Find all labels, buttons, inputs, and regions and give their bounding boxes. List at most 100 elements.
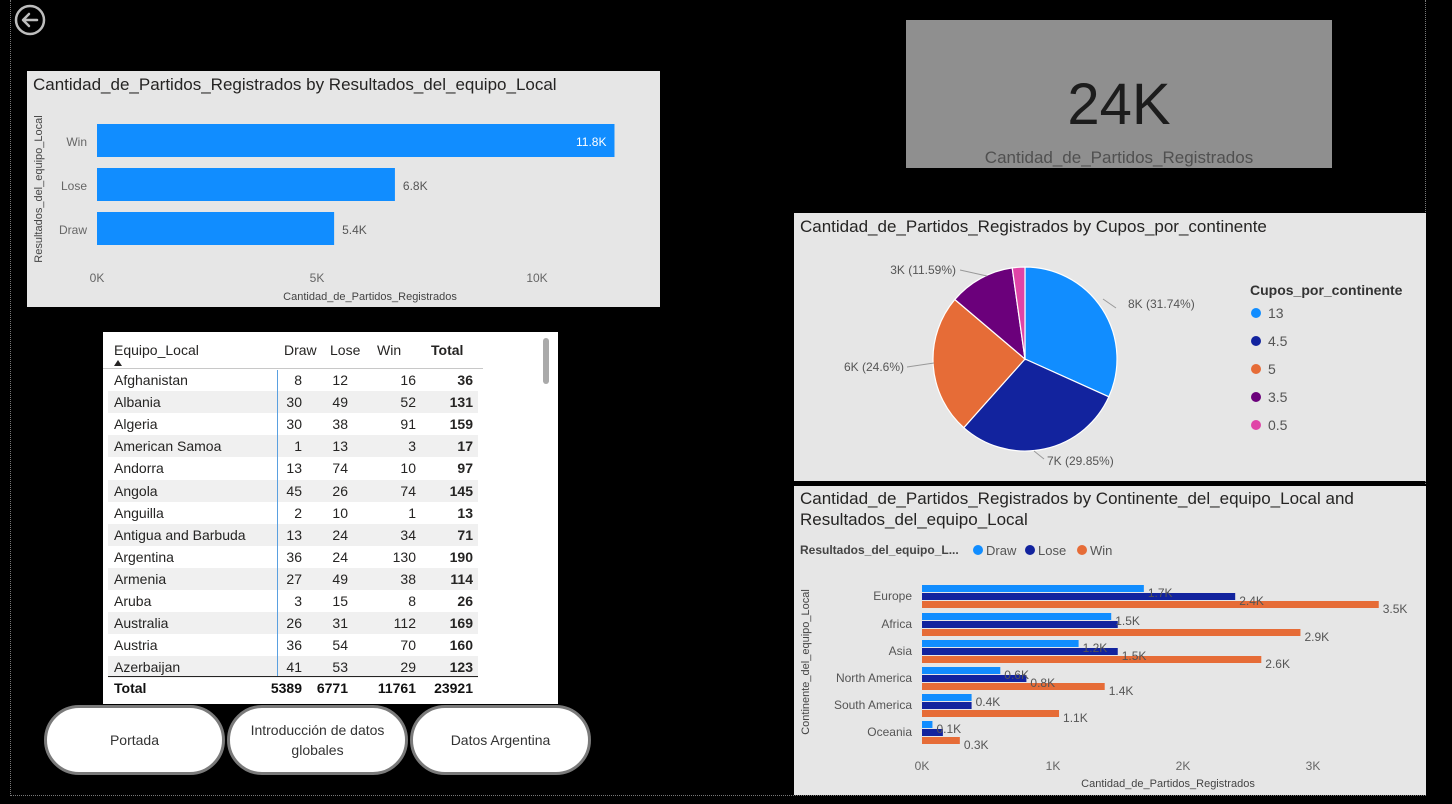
continent-bar-chart-panel[interactable]: Cantidad_de_Partidos_Registrados by Cont… xyxy=(794,484,1426,795)
header-draw[interactable]: Draw xyxy=(284,342,317,358)
legend-item-13[interactable]: 13 xyxy=(1268,305,1284,321)
cell-equipo: Argentina xyxy=(114,548,174,565)
cell-win: 10 xyxy=(400,460,416,477)
table-row[interactable]: Afghanistan 8 12 16 36 xyxy=(108,369,478,391)
cluster-bar-draw[interactable] xyxy=(922,667,1001,674)
cluster-bar-win[interactable] xyxy=(922,629,1301,636)
pie-slice-4.5[interactable] xyxy=(962,358,1110,452)
cluster-bar-draw[interactable] xyxy=(922,640,1079,647)
table-row[interactable]: Australia 26 31 112 169 xyxy=(108,612,478,635)
legend-item-lose[interactable]: Lose xyxy=(1038,543,1066,558)
legend-marker xyxy=(1251,308,1261,318)
cell-lose: 49 xyxy=(332,394,348,411)
cluster-bar-lose[interactable] xyxy=(922,593,1236,600)
results-bar-chart-ylabel: Resultados_del_equipo_Local xyxy=(33,115,45,262)
cluster-x-tick-0: 0K xyxy=(915,759,930,773)
pie-data-label: 6K (24.6%) xyxy=(844,360,904,374)
pie-slice-0.5[interactable] xyxy=(1011,266,1026,360)
cluster-bar-draw[interactable] xyxy=(922,694,972,701)
back-arrow-icon[interactable] xyxy=(14,4,46,36)
cell-equipo: Algeria xyxy=(114,416,158,433)
legend-marker xyxy=(1251,364,1261,374)
bar-draw[interactable] xyxy=(97,212,335,245)
sort-ascending-icon[interactable] xyxy=(114,360,122,366)
cluster-bar-lose[interactable] xyxy=(922,648,1118,655)
pie-leader-line xyxy=(959,269,988,277)
table-row[interactable]: Andorra 13 74 10 97 xyxy=(108,457,478,479)
cupos-pie-chart-panel[interactable]: Cantidad_de_Partidos_Registrados by Cupo… xyxy=(794,213,1426,481)
cluster-bar-win[interactable] xyxy=(922,683,1105,690)
table-row[interactable]: Antigua and Barbuda 13 24 34 71 xyxy=(108,523,478,546)
datos-argentina-button[interactable]: Datos Argentina xyxy=(410,705,591,775)
cluster-data-label: 2.6K xyxy=(1265,657,1290,671)
pie-slice-3.5[interactable] xyxy=(953,267,1026,361)
x-tick-1: 5K xyxy=(310,271,325,285)
table-row[interactable]: Angola 45 26 74 145 xyxy=(108,479,478,502)
bar-lose[interactable] xyxy=(97,168,395,201)
intro-datos-globales-button[interactable]: Introducción de datos globales xyxy=(227,705,408,775)
results-bar-chart-title: Cantidad_de_Partidos_Registrados by Resu… xyxy=(33,75,557,94)
cell-win: 29 xyxy=(400,659,416,676)
pie-slice-5[interactable] xyxy=(932,298,1026,429)
header-win[interactable]: Win xyxy=(377,342,402,358)
table-row[interactable]: Algeria 30 38 91 159 xyxy=(108,413,478,435)
legend-item-0.5[interactable]: 0.5 xyxy=(1268,417,1288,433)
equipo-local-matrix[interactable]: Equipo_Local Draw Lose Win Total Afghani… xyxy=(103,332,558,704)
cell-lose: 24 xyxy=(332,526,348,543)
table-row[interactable]: Argentina 36 24 130 190 xyxy=(108,546,478,568)
cluster-bar-win[interactable] xyxy=(922,737,960,744)
cluster-bar-lose[interactable] xyxy=(922,675,1027,682)
table-row[interactable]: American Samoa 1 13 3 17 xyxy=(108,435,478,458)
cluster-bar-lose[interactable] xyxy=(922,729,943,736)
cell-total: 159 xyxy=(449,416,473,433)
bar-data-label: 11.8K xyxy=(576,135,606,149)
table-row[interactable]: Armenia 27 49 38 114 xyxy=(108,567,478,590)
table-row[interactable]: Austria 36 54 70 160 xyxy=(108,634,478,656)
matrix-total-row: Total 5389 6771 11761 23921 xyxy=(108,676,478,699)
cell-equipo: Afghanistan xyxy=(114,372,188,388)
cell-win: 3 xyxy=(408,438,416,455)
table-row[interactable]: Albania 30 49 52 131 xyxy=(108,391,478,414)
cluster-bar-draw[interactable] xyxy=(922,585,1144,592)
cell-draw: 36 xyxy=(286,548,302,565)
legend-item-3.5[interactable]: 3.5 xyxy=(1268,389,1288,405)
table-row[interactable]: Azerbaijan 41 53 29 123 xyxy=(108,656,478,679)
continent-bar-chart-title-line1: Cantidad_de_Partidos_Registrados by Cont… xyxy=(800,489,1354,508)
cluster-bar-lose[interactable] xyxy=(922,702,972,709)
cluster-bar-win[interactable] xyxy=(922,710,1060,717)
cell-lose: 38 xyxy=(332,416,348,433)
legend-item-4.5[interactable]: 4.5 xyxy=(1268,333,1288,349)
cluster-bar-win[interactable] xyxy=(922,601,1379,608)
cell-equipo: Angola xyxy=(114,482,158,499)
header-lose[interactable]: Lose xyxy=(330,342,361,358)
kpi-card[interactable]: 24K Cantidad_de_Partidos_Registrados xyxy=(906,20,1332,168)
cluster-bar-draw[interactable] xyxy=(922,721,933,728)
legend-item-draw[interactable]: Draw xyxy=(986,543,1017,558)
legend-item-5[interactable]: 5 xyxy=(1268,361,1276,377)
cluster-bar-win[interactable] xyxy=(922,656,1262,663)
cluster-data-label: 3.5K xyxy=(1383,602,1408,616)
pie-slice-13[interactable] xyxy=(1024,266,1118,398)
results-bar-chart-panel[interactable]: Cantidad_de_Partidos_Registrados by Resu… xyxy=(27,71,660,307)
matrix-scrollbar[interactable] xyxy=(543,338,549,384)
portada-button[interactable]: Portada xyxy=(44,705,225,775)
argentina-button-label: Datos Argentina xyxy=(450,732,551,748)
cluster-bar-lose[interactable] xyxy=(922,621,1118,628)
table-row[interactable]: Anguilla 2 10 1 13 xyxy=(108,502,478,524)
header-total[interactable]: Total xyxy=(431,342,464,358)
cell-draw: 3 xyxy=(294,593,302,609)
cluster-data-label: 0.3K xyxy=(964,738,989,752)
bar-win[interactable] xyxy=(97,124,615,157)
cell-draw: 2 xyxy=(294,504,302,521)
pie-legend-title: Cupos_por_continente xyxy=(1250,282,1403,298)
table-row[interactable]: Aruba 3 15 8 26 xyxy=(108,590,478,612)
total-label: Total xyxy=(114,680,147,696)
header-equipo-local[interactable]: Equipo_Local xyxy=(114,342,199,358)
cell-lose: 54 xyxy=(332,637,348,654)
cluster-data-label: 1.1K xyxy=(1063,711,1088,725)
matrix-header: Equipo_Local Draw Lose Win Total xyxy=(103,332,483,369)
legend-item-win[interactable]: Win xyxy=(1090,543,1112,558)
legend-marker xyxy=(1251,336,1261,346)
column-separator xyxy=(277,370,278,676)
cluster-bar-draw[interactable] xyxy=(922,613,1112,620)
